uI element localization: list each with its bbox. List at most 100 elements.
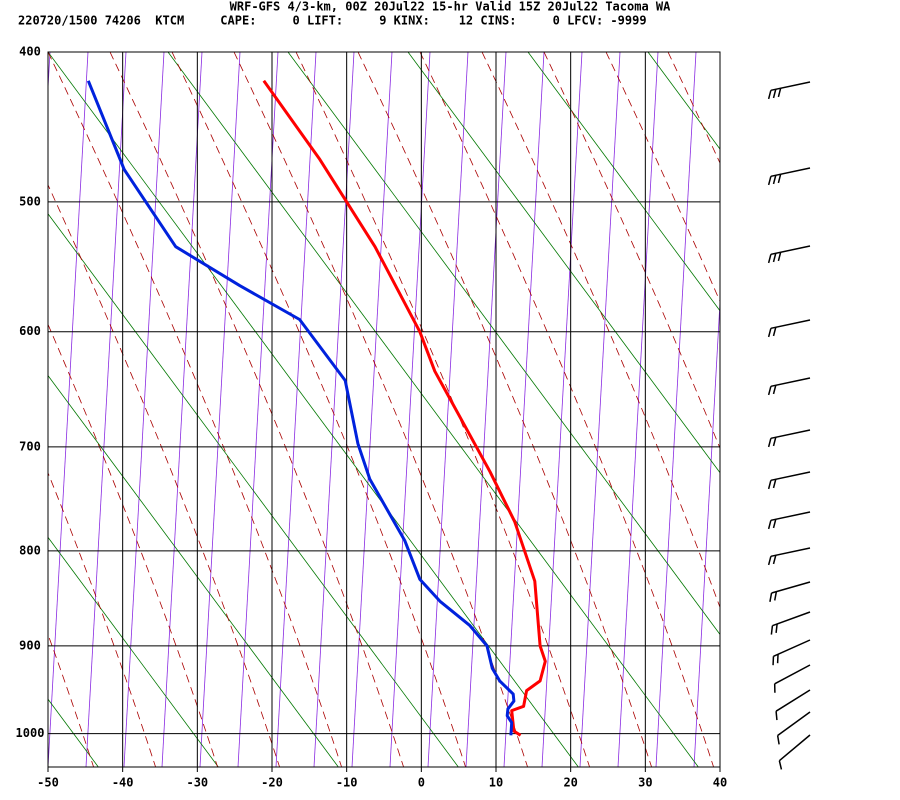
barb-flag <box>772 253 777 263</box>
dry-adiabat <box>407 52 720 474</box>
barb-shaft <box>770 471 811 482</box>
x-tick-label: 0 <box>418 776 425 790</box>
wind-barb <box>767 547 811 566</box>
isotherm <box>199 52 241 767</box>
y-tick-label: 800 <box>19 543 41 557</box>
barb-flag <box>776 654 779 664</box>
barb-shaft <box>770 511 811 522</box>
barb-shaft <box>770 245 811 256</box>
dry-adiabat <box>48 213 459 767</box>
barb-flag <box>772 89 777 99</box>
wind-barb <box>767 245 811 264</box>
barb-flag <box>773 683 776 693</box>
barb-flag <box>777 88 782 98</box>
barb-flag <box>772 479 777 489</box>
wind-barb <box>775 689 811 721</box>
moist-adiabat <box>48 633 94 767</box>
y-tick-label: 600 <box>19 324 41 338</box>
moist-adiabat <box>48 52 342 767</box>
x-tick-label: -50 <box>37 776 59 790</box>
barb-flag <box>775 711 778 721</box>
barb-flag <box>767 556 772 566</box>
barb-shaft <box>773 639 811 657</box>
barb-flag <box>772 555 777 565</box>
x-tick-label: 20 <box>563 776 577 790</box>
isotherm <box>579 52 621 767</box>
barb-flag <box>767 480 772 490</box>
barb-flag <box>769 592 773 602</box>
barb-flag <box>772 519 777 529</box>
barb-shaft <box>770 377 811 388</box>
isotherm <box>48 52 89 767</box>
barb-shaft <box>770 167 811 178</box>
sounding-line <box>86 80 516 736</box>
isotherm <box>313 52 355 767</box>
barb-flag <box>772 385 777 395</box>
barb-flag <box>776 735 780 745</box>
barb-shaft <box>778 734 811 762</box>
x-tick-label: -40 <box>112 776 134 790</box>
chart-subtitle: 220720/1500 74206 KTCM CAPE: 0 LIFT: 9 K… <box>18 14 647 28</box>
barb-flag <box>772 175 777 185</box>
moist-adiabat <box>233 52 528 767</box>
y-tick-label: 1000 <box>16 726 45 740</box>
barb-flag <box>772 327 777 337</box>
isotherm <box>85 52 127 767</box>
isotherm <box>161 52 203 767</box>
x-tick-label: -10 <box>336 776 358 790</box>
barb-shaft <box>775 689 811 712</box>
barb-flag <box>767 90 772 100</box>
wind-barb <box>770 611 811 635</box>
x-tick-label: 40 <box>713 776 727 790</box>
barb-shaft <box>770 547 811 558</box>
dry-adiabat <box>48 374 339 767</box>
barb-flag <box>777 252 782 262</box>
moist-adiabat <box>481 52 720 609</box>
x-tick-label: 10 <box>489 776 503 790</box>
wind-barb <box>767 167 811 186</box>
barb-flag <box>767 176 772 186</box>
dry-adiabat <box>167 52 699 767</box>
wind-barb <box>773 664 811 693</box>
moist-adiabat <box>48 323 218 767</box>
x-tick-label: 30 <box>638 776 652 790</box>
isotherm <box>275 52 317 767</box>
isotherm <box>351 52 393 767</box>
isotherm <box>389 52 431 767</box>
wind-barb <box>772 639 811 666</box>
isotherm <box>541 52 583 767</box>
moist-adiabat <box>295 52 590 767</box>
x-tick-label: -20 <box>261 776 283 790</box>
barb-flag <box>772 656 775 666</box>
isotherm <box>693 295 720 767</box>
isotherm <box>427 52 469 767</box>
x-tick-label: -30 <box>186 776 208 790</box>
moist-adiabat <box>48 471 156 767</box>
wind-barb <box>769 581 811 602</box>
y-tick-label: 900 <box>19 638 41 652</box>
barb-flag <box>773 591 778 601</box>
barb-flag <box>777 174 782 184</box>
isotherm <box>617 52 659 767</box>
barb-shaft <box>777 711 811 737</box>
wind-barb <box>767 471 811 490</box>
barb-flag <box>770 625 774 635</box>
wind-barb <box>767 319 811 338</box>
sounding-line <box>262 79 547 737</box>
isotherm <box>237 52 279 767</box>
barb-shaft <box>770 319 811 330</box>
moist-adiabat <box>605 52 720 303</box>
dry-adiabat <box>48 52 579 767</box>
y-tick-label: 700 <box>19 439 41 453</box>
isotherm <box>123 52 165 767</box>
wind-barbs <box>767 81 811 770</box>
barb-shaft <box>772 611 811 627</box>
barb-shaft <box>770 81 811 92</box>
wind-barb <box>767 377 811 396</box>
y-tick-label: 400 <box>19 45 41 59</box>
moist-adiabat <box>543 52 720 450</box>
barb-flag <box>775 623 778 633</box>
y-tick-label: 500 <box>19 194 41 208</box>
dry-adiabat <box>287 52 720 636</box>
